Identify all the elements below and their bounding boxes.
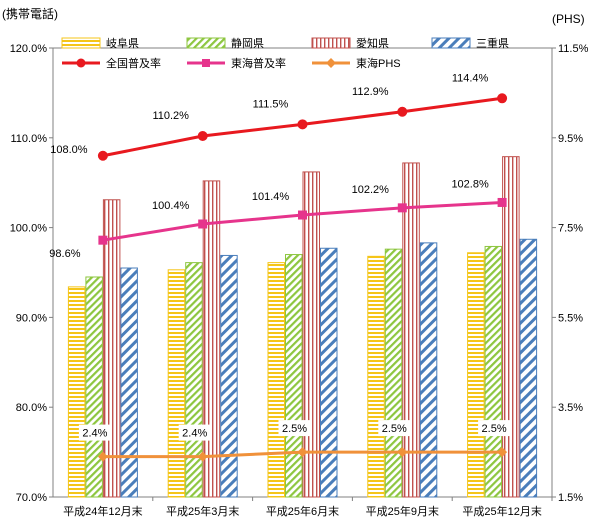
legend-marker-全国普及率 <box>76 58 86 68</box>
bar-岐阜県 <box>167 269 186 498</box>
data-label-東海普及率: 101.4% <box>252 191 290 203</box>
marker-東海普及率 <box>198 219 208 229</box>
marker-東海PHS <box>197 451 208 462</box>
bar-静岡県 <box>384 248 403 498</box>
category-label: 平成25年12月末 <box>462 504 541 518</box>
right-tick-label: 9.5% <box>558 133 583 145</box>
legend-label-岐阜県: 岐阜県 <box>106 37 139 50</box>
category-label: 平成24年12月末 <box>63 504 142 518</box>
bar-三重県 <box>220 254 238 498</box>
marker-全国普及率 <box>297 119 308 130</box>
category-label: 平成25年9月末 <box>366 504 439 518</box>
category-label: 平成25年3月末 <box>166 504 239 518</box>
marker-東海普及率 <box>397 203 407 213</box>
legend-label-愛知県: 愛知県 <box>356 36 389 50</box>
marker-東海普及率 <box>497 197 507 207</box>
right-tick-label: 11.5% <box>558 43 589 55</box>
left-tick-label: 120.0% <box>10 43 48 55</box>
bar-愛知県 <box>102 199 121 498</box>
bar-岐阜県 <box>467 252 485 498</box>
bar-静岡県 <box>285 254 303 498</box>
data-label-東海PHS: 2.5% <box>382 423 407 435</box>
data-label-bg <box>478 420 511 437</box>
bar-三重県 <box>120 267 138 498</box>
bar-三重県 <box>519 238 538 498</box>
marker-東海普及率 <box>298 210 307 220</box>
marker-東海PHS <box>97 451 108 462</box>
bar-岐阜県 <box>267 262 285 498</box>
bar-静岡県 <box>185 262 203 498</box>
marker-全国普及率 <box>97 150 108 161</box>
right-tick-label: 5.5% <box>558 312 583 324</box>
data-label-全国普及率: 111.5% <box>253 98 289 110</box>
data-label-東海普及率: 102.2% <box>352 184 390 196</box>
legend-label-東海普及率: 東海普及率 <box>231 56 286 70</box>
left-tick-label: 80.0% <box>16 402 47 414</box>
legend-label-静岡県: 静岡県 <box>231 36 264 50</box>
left-axis-title: (携帯電話) <box>2 6 58 21</box>
legend-marker-東海普及率 <box>202 59 210 67</box>
legend-swatch-静岡県 <box>186 37 226 49</box>
marker-東海PHS <box>297 447 308 458</box>
plot-area: 70.0% 80.0% 90.0% 100.0% 110.0% 120.0% 1.5% 3.5… <box>10 43 589 518</box>
legend-label-全国普及率: 全国普及率 <box>106 56 161 70</box>
data-label-東海PHS: 2.4% <box>182 428 207 440</box>
bar-三重県 <box>419 242 438 498</box>
data-label-全国普及率: 114.4% <box>452 72 489 84</box>
data-label-bg <box>378 420 411 437</box>
data-label-東海普及率: 98.6% <box>49 248 80 260</box>
left-tick-label: 110.0% <box>11 133 48 145</box>
marker-全国普及率 <box>197 131 208 142</box>
bar-静岡県 <box>484 245 503 498</box>
bar-愛知県 <box>302 171 320 498</box>
data-label-bg <box>278 420 311 437</box>
right-tick-label: 1.5% <box>558 492 583 504</box>
bar-愛知県 <box>202 180 221 498</box>
legend-label-三重県: 三重県 <box>476 36 509 50</box>
marker-全国普及率 <box>397 106 408 117</box>
data-label-東海普及率: 102.8% <box>451 178 489 190</box>
bar-三重県 <box>320 247 338 498</box>
legend-label-東海PHS: 東海PHS <box>356 56 401 70</box>
left-tick-label: 70.0% <box>16 492 47 504</box>
marker-全国普及率 <box>497 93 508 104</box>
data-label-全国普及率: 110.2% <box>152 110 189 122</box>
data-label-全国普及率: 108.0% <box>50 144 88 156</box>
bar-岐阜県 <box>67 286 86 498</box>
legend-swatch-愛知県 <box>311 37 351 49</box>
bar-愛知県 <box>502 156 520 498</box>
marker-東海PHS <box>497 447 508 458</box>
left-tick-label: 90.0% <box>16 312 47 324</box>
bar-愛知県 <box>402 162 420 498</box>
marker-東海PHS <box>397 447 408 458</box>
data-label-東海PHS: 2.5% <box>282 423 307 435</box>
legend-marker-東海PHS <box>326 58 336 68</box>
data-label-bg <box>78 424 111 441</box>
data-label-bg <box>178 424 211 441</box>
data-label-全国普及率: 112.9% <box>352 86 389 98</box>
data-label-東海普及率: 100.4% <box>152 200 190 212</box>
right-tick-label: 7.5% <box>558 223 583 235</box>
legend-swatch-三重県 <box>431 37 471 49</box>
marker-東海普及率 <box>98 235 108 245</box>
left-tick-label: 100.0% <box>10 223 48 235</box>
right-axis-title: (PHS) <box>552 12 585 26</box>
category-label: 平成25年6月末 <box>266 504 339 518</box>
right-tick-label: 3.5% <box>558 402 583 414</box>
data-label-東海PHS: 2.5% <box>482 423 507 435</box>
bar-静岡県 <box>85 276 103 498</box>
bar-岐阜県 <box>367 255 385 498</box>
legend-swatch-岐阜県 <box>61 37 101 49</box>
data-label-東海PHS: 2.4% <box>82 428 107 440</box>
